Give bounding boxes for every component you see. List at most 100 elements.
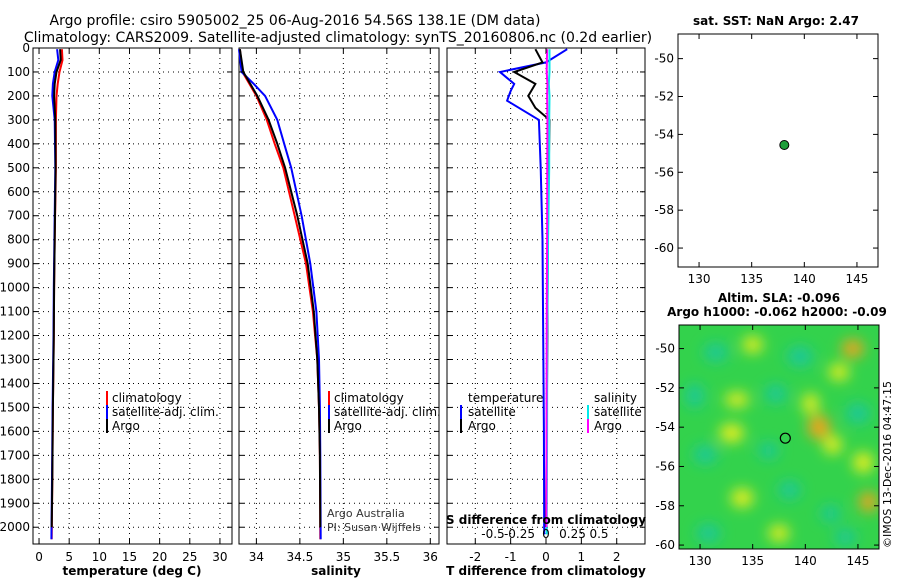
- sla-map-frame: [678, 324, 880, 550]
- map-y-tick-label: -54: [655, 420, 675, 434]
- map-x-tick-label: 145: [845, 272, 868, 286]
- y-tick-label: 200: [7, 89, 30, 103]
- argo-float-location: [779, 140, 790, 151]
- y-tick-label: 700: [7, 209, 30, 223]
- legend-title-salinity: salinity: [594, 391, 637, 405]
- legend-label-argo: Argo: [112, 419, 140, 433]
- map-x-tick-label: 130: [688, 272, 711, 286]
- pi-note: PI: Susan Wijffels: [327, 521, 421, 534]
- sla-anomaly-blob: [685, 383, 704, 408]
- x-tick-label: 10: [92, 550, 107, 564]
- temperature-xlabel: temperature (deg C): [63, 564, 202, 578]
- y-tick-label: 100: [7, 65, 30, 79]
- series-line-salinity-argo: [545, 49, 549, 528]
- y-tick-label: 1000: [0, 281, 30, 295]
- sla-anomaly-blob: [719, 424, 744, 443]
- argo-australia-note: Argo Australia: [327, 507, 405, 520]
- map-x-tick-label: 135: [741, 554, 764, 568]
- sla-anomaly-blob: [703, 343, 728, 362]
- x-tick-label: 35.5: [373, 550, 400, 564]
- s-tick-label: 0: [542, 527, 550, 541]
- sla-anomaly-blob: [802, 393, 819, 414]
- sla-anomaly-blob: [742, 336, 763, 353]
- x-tick-label: 0: [35, 550, 43, 564]
- sla-anomaly-blob: [778, 481, 801, 500]
- map-y-tick-label: -56: [654, 165, 674, 179]
- sst-map-panel: sat. SST: NaN Argo: 2.47 130 135 140 145 -50…: [654, 14, 879, 286]
- y-tick-label: 300: [7, 113, 30, 127]
- y-tick-label: 1300: [0, 352, 30, 366]
- s-tick-label: 0.25: [559, 527, 586, 541]
- x-tick-label: 20: [152, 550, 167, 564]
- sst-map-title: sat. SST: NaN Argo: 2.47: [693, 14, 859, 28]
- legend-label-satellite: satellite-adj. clim.: [334, 405, 441, 419]
- y-tick-label: 1600: [0, 424, 30, 438]
- sla-anomaly-blob: [764, 384, 787, 403]
- s-tick-label: -0.25: [504, 527, 535, 541]
- sla-anomaly-blob: [769, 525, 789, 542]
- sla-anomaly-blob: [808, 415, 830, 440]
- sla-anomaly-blob: [845, 403, 870, 424]
- y-tick-label: 0: [22, 41, 30, 55]
- salinity-panel: 34 34.5 35 35.5 36 salinity climatology sate…: [238, 47, 441, 578]
- legend-label-climatology: climatology: [334, 391, 404, 405]
- difference-panel: -2 -1 0 1 2 -0.5 -0.25 0 0.25 0.5 T difference fr…: [446, 47, 646, 578]
- x-tick-label: -2: [469, 550, 481, 564]
- y-tick-label: 600: [7, 185, 30, 199]
- series-line-argo: [50, 49, 62, 528]
- figure-title-line1: Argo profile: csiro 5905002_25 06-Aug-20…: [50, 13, 541, 29]
- map-y-tick-label: -54: [654, 127, 674, 141]
- sla-anomaly-blob: [696, 524, 721, 543]
- legend-label-argo: Argo: [334, 419, 362, 433]
- imos-watermark: ©IMOS 13-Dec-2016 04:47:15: [881, 381, 894, 548]
- sst-map-frame: [677, 33, 879, 268]
- legend-label-climatology: climatology: [112, 391, 182, 405]
- x-tick-label: 35: [336, 550, 351, 564]
- t-difference-xlabel: T difference from climatology: [446, 564, 646, 578]
- map-x-tick-label: 145: [846, 554, 869, 568]
- map-y-tick-label: -60: [654, 241, 674, 255]
- difference-legend: temperature satellite Argo salinity sate…: [460, 391, 642, 433]
- sla-map-title-line1: Altim. SLA: -0.096: [718, 291, 840, 305]
- map-y-tick-label: -56: [655, 459, 675, 473]
- sla-map-panel: Altim. SLA: -0.096 Argo h1000: -0.062 h2…: [655, 291, 886, 568]
- y-tick-label: 400: [7, 137, 30, 151]
- y-tick-label: 1400: [0, 376, 30, 390]
- map-y-tick-label: -52: [654, 90, 674, 104]
- map-y-tick-label: -50: [654, 52, 674, 66]
- legend-label-t-satellite: satellite: [468, 405, 516, 419]
- sla-heatmap: [679, 325, 879, 549]
- x-tick-label: -1: [505, 550, 517, 564]
- y-tick-label: 1100: [0, 305, 30, 319]
- map-y-tick-label: -60: [655, 538, 675, 552]
- sla-anomaly-blob: [724, 392, 749, 407]
- sla-anomaly-blob: [859, 491, 878, 512]
- legend-label-t-argo: Argo: [468, 419, 496, 433]
- legend-label-s-satellite: satellite: [594, 405, 642, 419]
- map-y-tick-label: -50: [655, 342, 675, 356]
- series-line-climatology: [238, 49, 322, 540]
- sla-map-title-line2: Argo h1000: -0.062 h2000: -0.09: [667, 305, 887, 319]
- map-x-tick-label: 140: [794, 554, 817, 568]
- y-tick-label: 2000: [0, 520, 30, 534]
- map-x-tick-label: 135: [740, 272, 763, 286]
- argo-float-location: [779, 432, 791, 444]
- salinity-legend: climatology satellite-adj. clim. Argo: [328, 391, 441, 433]
- y-tick-label: 1200: [0, 329, 30, 343]
- s-tick-label: -0.5: [481, 527, 504, 541]
- map-x-tick-label: 130: [689, 554, 712, 568]
- legend-title-temperature: temperature: [468, 391, 543, 405]
- legend-label-satellite: satellite-adj. clim.: [112, 405, 219, 419]
- sla-anomaly-blob: [758, 442, 779, 459]
- y-tick-label: 1500: [0, 400, 30, 414]
- x-tick-label: 1: [578, 550, 586, 564]
- sla-anomaly-blob: [841, 339, 864, 358]
- map-y-tick-label: -58: [655, 499, 675, 513]
- sla-anomaly-blob: [820, 505, 841, 522]
- temperature-panel: 0100200300400500600700800900100011001200…: [0, 41, 233, 578]
- x-tick-label: 2: [613, 550, 621, 564]
- x-tick-label: 34: [249, 550, 264, 564]
- sla-anomaly-blob: [853, 452, 874, 473]
- x-tick-label: 0: [542, 550, 550, 564]
